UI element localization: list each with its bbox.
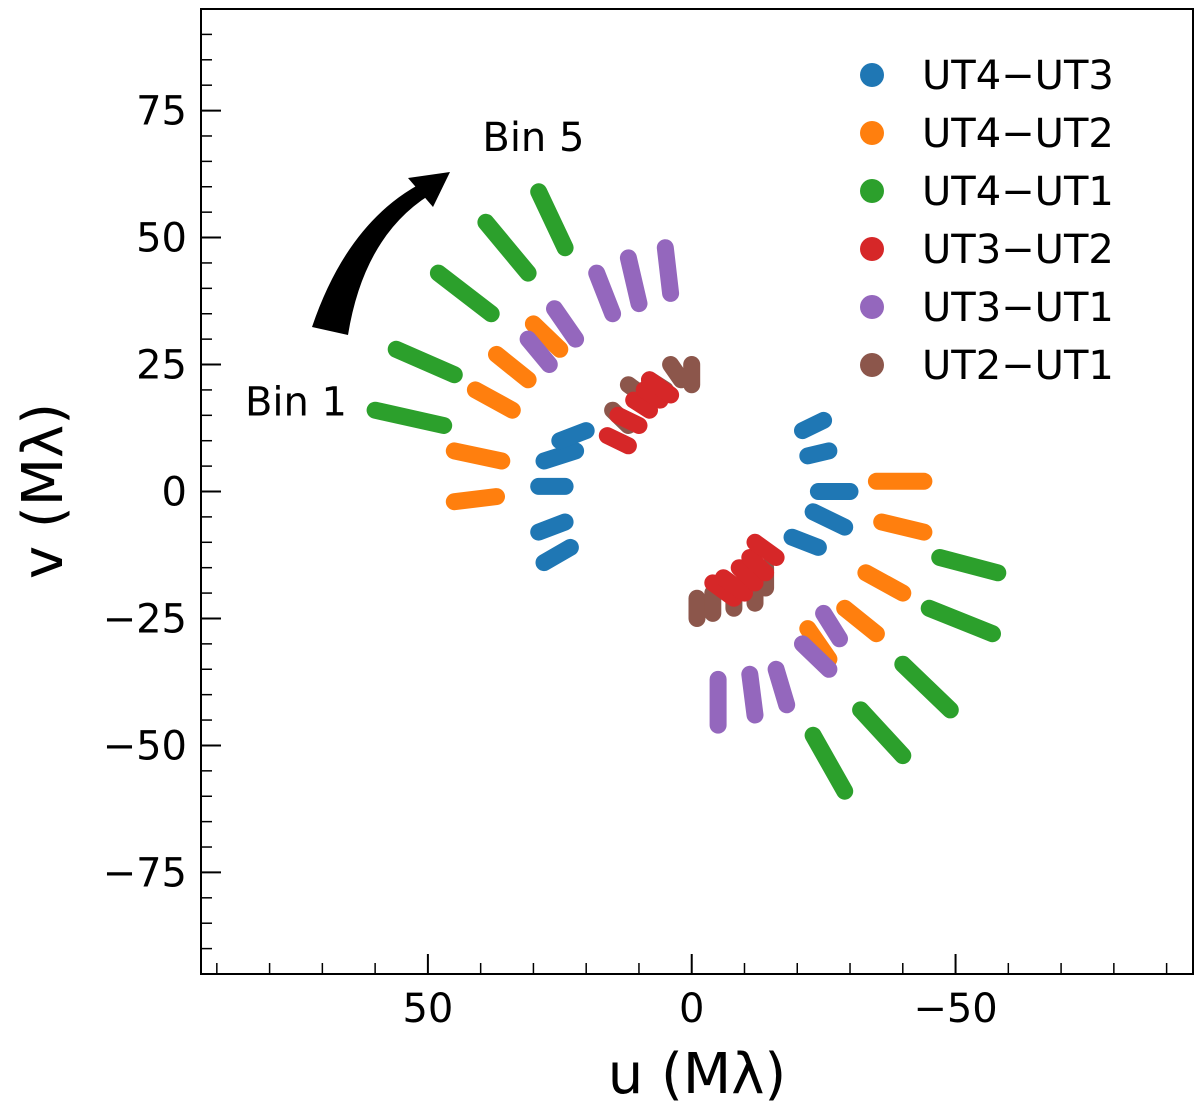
y-tick-label: 25 — [136, 343, 187, 389]
uv-track — [445, 488, 505, 511]
x-tick-label: −50 — [913, 986, 997, 1032]
uv-track — [588, 264, 622, 323]
uv-track — [931, 549, 1007, 582]
uv-track — [873, 513, 933, 541]
annotation-label: Bin 1 — [245, 379, 347, 425]
series-ut3-ut1 — [519, 239, 848, 734]
legend-label: UT4−UT3 — [922, 53, 1114, 99]
y-axis-title: v (Mλ) — [11, 403, 76, 579]
legend-marker — [860, 295, 884, 319]
uv-track — [894, 655, 959, 719]
x-tick-label: 50 — [402, 986, 453, 1032]
legend-marker — [860, 237, 884, 261]
legend-marker — [860, 179, 884, 203]
uv-track — [783, 528, 827, 556]
uv-track — [625, 391, 658, 419]
x-axis-title: u (Mλ) — [608, 1042, 786, 1107]
tick-labels: 50 0 −50 75 50 25 0 −25 −50 −75 — [103, 89, 998, 1032]
x-tick-label: 0 — [679, 986, 704, 1032]
uv-track — [598, 427, 637, 455]
uv-track — [920, 599, 1001, 643]
uv-track — [804, 503, 854, 536]
uv-track — [799, 442, 838, 465]
series-ut4-ut3 — [530, 411, 859, 572]
data-layer — [366, 183, 1007, 800]
uv-track — [815, 604, 848, 648]
uv-track — [488, 345, 537, 389]
annotation-layer: Bin 1 Bin 5 — [245, 115, 585, 425]
uv-track — [429, 264, 500, 323]
uv-track — [730, 559, 764, 592]
uv-track — [857, 564, 912, 602]
series-ut3-ut2 — [598, 371, 785, 607]
arrow-head-icon — [408, 172, 450, 207]
uv-track — [619, 249, 648, 313]
uv-track — [794, 635, 838, 678]
uv-track — [836, 599, 885, 643]
uv-track — [609, 406, 648, 434]
uv-track — [794, 411, 833, 440]
legend: UT4−UT3 UT4−UT2 UT4−UT1 UT3−UT2 UT3−UT1 UT2−U… — [860, 53, 1114, 389]
uv-track — [519, 330, 558, 373]
uv-track — [804, 726, 854, 800]
uv-track — [551, 422, 595, 450]
legend-label: UT2−UT1 — [922, 343, 1114, 389]
uv-track — [387, 340, 463, 384]
legend-label: UT3−UT2 — [922, 227, 1114, 273]
uv-track — [546, 300, 585, 348]
uv-track — [635, 381, 669, 409]
y-tick-label: 75 — [136, 89, 187, 135]
y-tick-label: −75 — [103, 850, 187, 896]
legend-label: UT4−UT2 — [922, 111, 1114, 157]
uv-track — [535, 442, 585, 470]
y-tick-label: −25 — [103, 596, 187, 642]
uv-track — [466, 381, 521, 419]
uv-track — [714, 569, 753, 602]
uv-track — [530, 183, 574, 257]
uv-track — [641, 371, 680, 404]
axis-ticks — [201, 33, 1168, 974]
uv-track — [741, 549, 775, 582]
legend-marker — [860, 121, 884, 145]
y-tick-label: −50 — [103, 723, 187, 769]
uv-track — [746, 533, 785, 566]
uv-track — [530, 513, 574, 541]
legend-label: UT3−UT1 — [922, 285, 1114, 331]
uv-track — [852, 701, 912, 765]
legend-marker — [860, 353, 884, 377]
uv-track — [662, 356, 690, 389]
annotation-label: Bin 5 — [482, 115, 584, 161]
uv-track — [656, 239, 680, 302]
uv-track — [704, 574, 743, 607]
uv-track — [524, 315, 569, 358]
uv-track — [767, 660, 796, 714]
legend-marker — [860, 63, 884, 87]
legend-label: UT4−UT1 — [922, 169, 1114, 215]
uv-track — [799, 620, 838, 668]
y-tick-label: 50 — [136, 216, 187, 262]
rotation-arrow-icon — [312, 178, 438, 335]
uv-track — [366, 401, 453, 434]
uv-track — [445, 442, 511, 470]
series-ut4-ut1 — [366, 183, 1007, 800]
y-tick-label: 0 — [162, 470, 187, 516]
series-ut4-ut2 — [445, 315, 933, 668]
uv-track — [535, 538, 579, 572]
uv-track — [477, 213, 537, 282]
uv-track — [741, 665, 764, 724]
